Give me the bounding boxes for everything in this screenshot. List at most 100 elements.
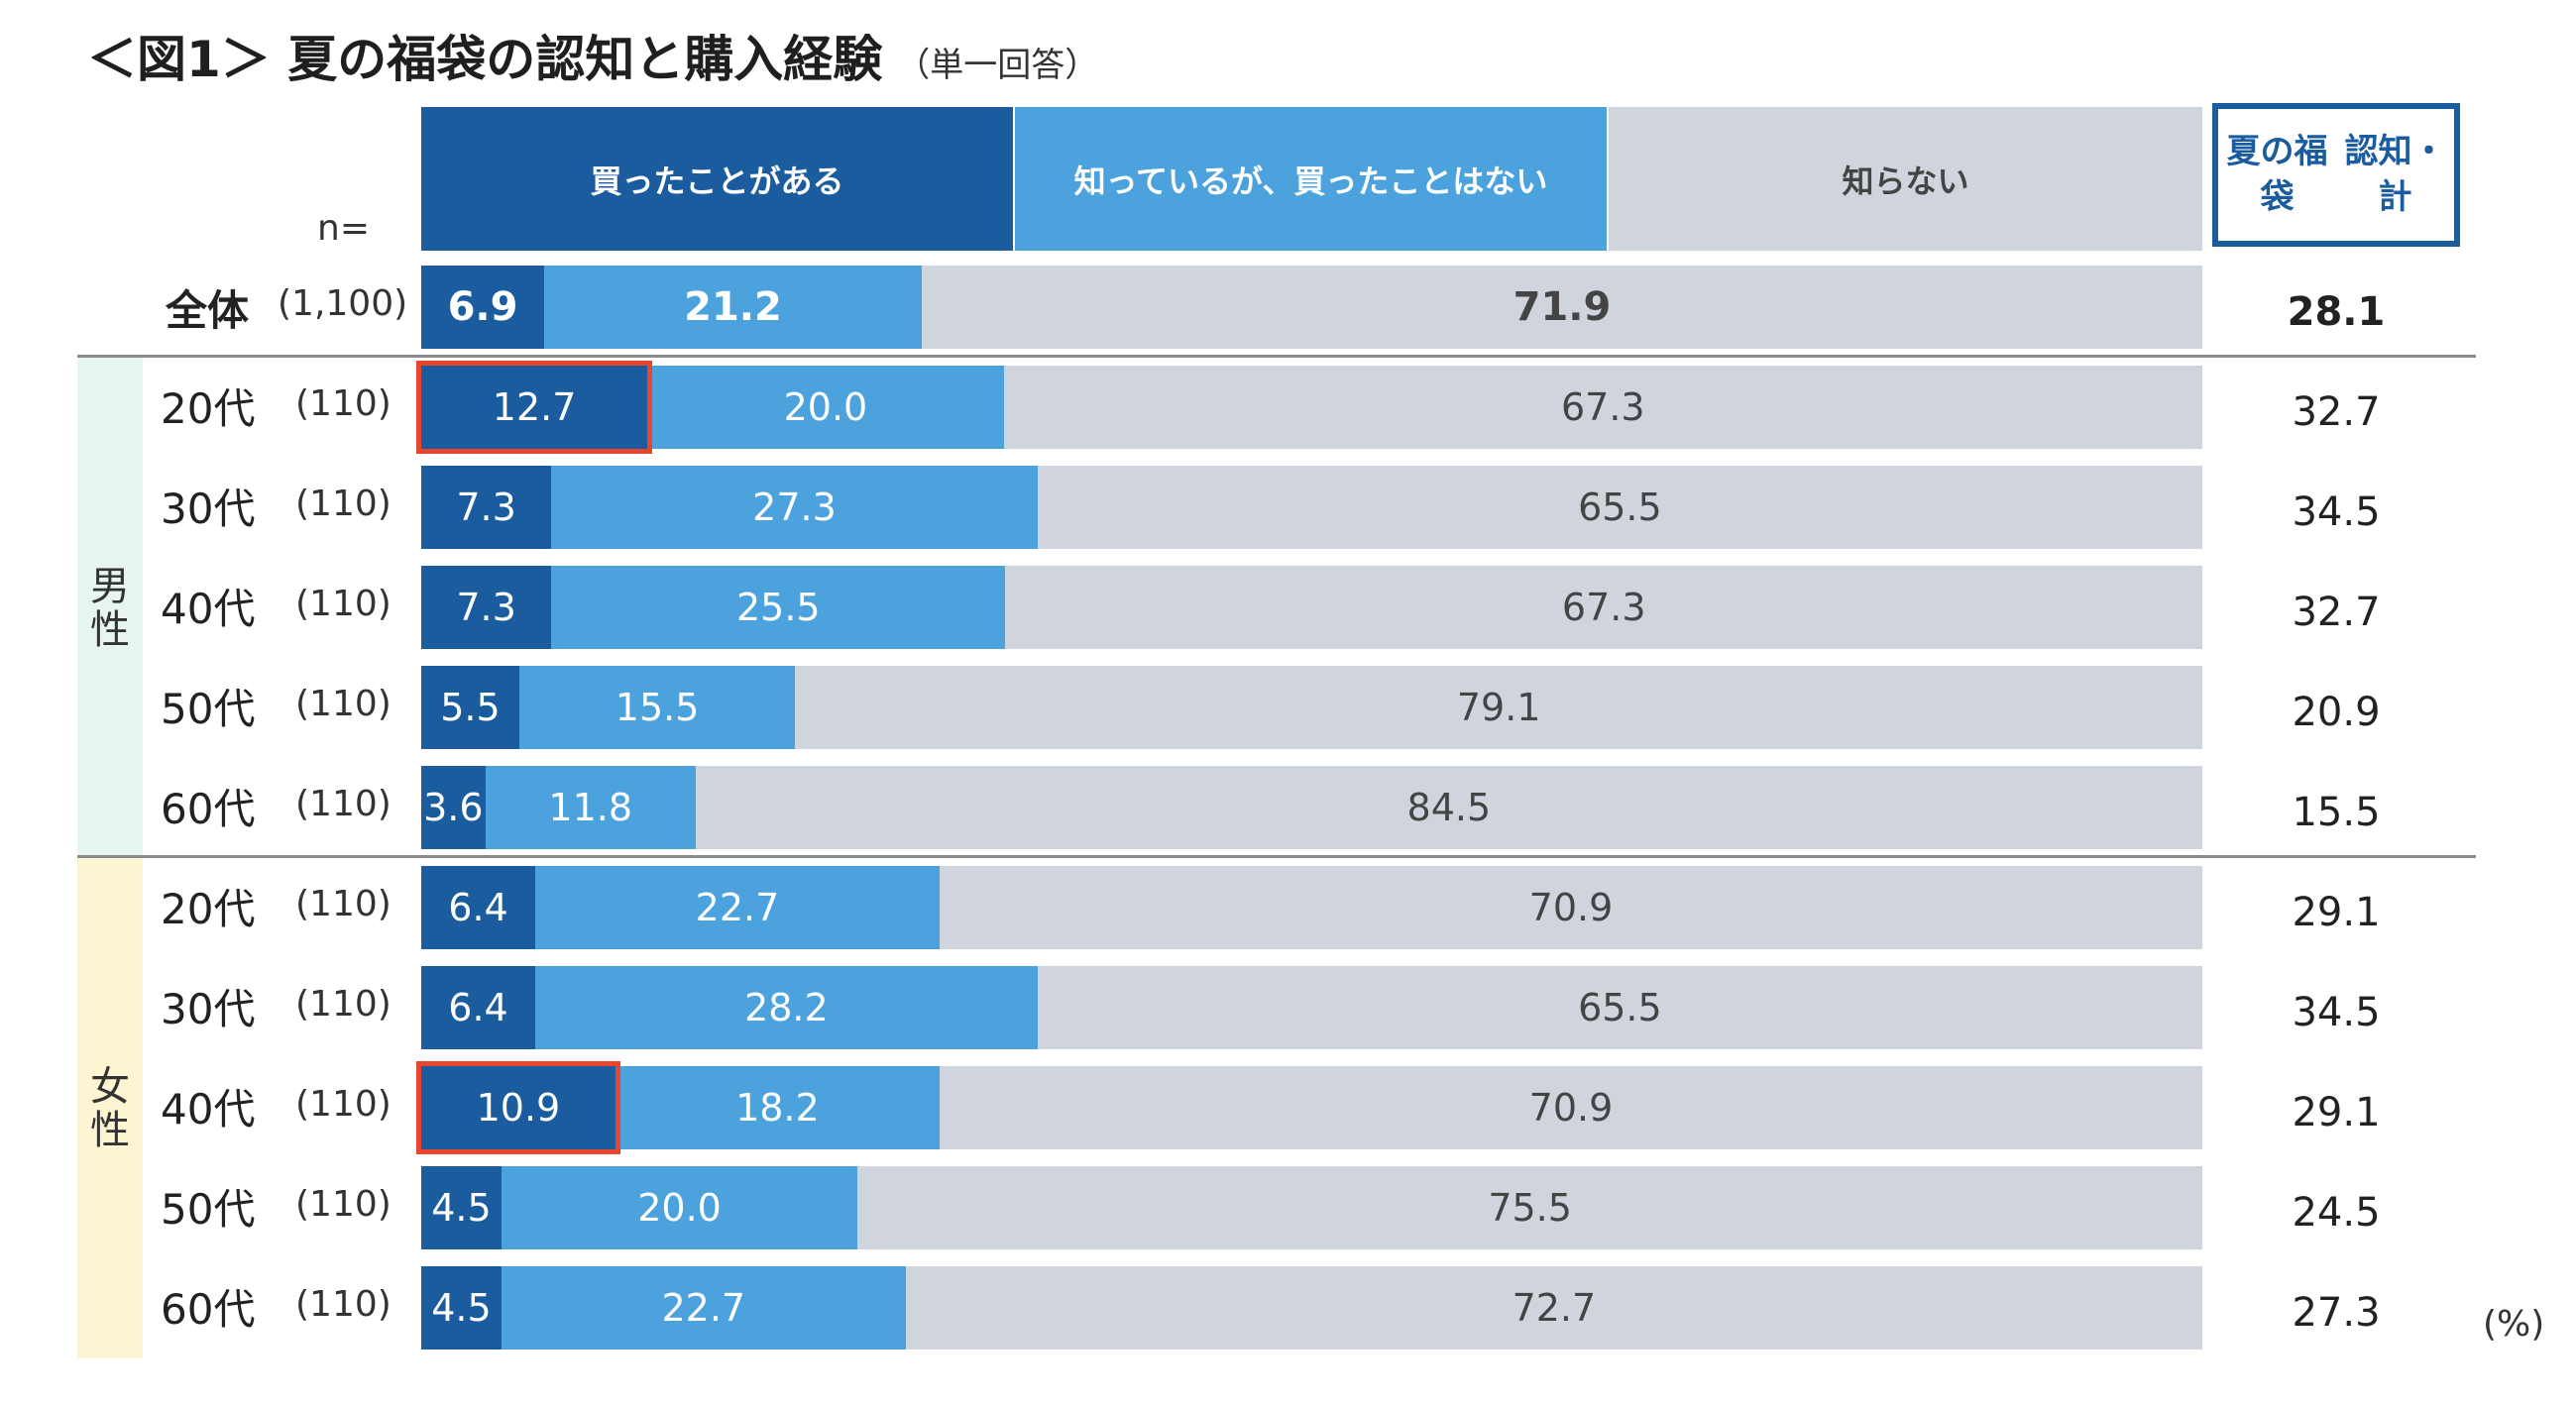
row-n: (110) [295, 584, 392, 624]
total-value: 28.1 [2287, 289, 2386, 335]
bar-value-label: 12.7 [492, 385, 577, 429]
bar-segment-3 [1037, 466, 2202, 549]
bar-segment-2 [518, 666, 796, 749]
total-header-line: 認知・計 [2344, 131, 2446, 217]
row-n: (110) [295, 1284, 392, 1325]
bar-segment-3 [921, 266, 2202, 349]
group-separator [77, 355, 2476, 358]
total-value: 29.1 [2292, 890, 2381, 935]
bar-value-label: 10.9 [476, 1086, 561, 1130]
bar-value-label: 72.7 [1512, 1286, 1597, 1330]
row-n: (110) [295, 984, 392, 1025]
total-value: 34.5 [2292, 990, 2381, 1035]
bar-segment-3 [857, 1166, 2202, 1249]
highlight-box [416, 361, 653, 454]
row-label: 30代 [161, 485, 256, 533]
total-header-line: 夏の福袋 [2226, 131, 2328, 217]
bar-value-label: 5.5 [440, 686, 501, 729]
bar-segment-1 [421, 866, 535, 949]
bar-segment-1 [421, 566, 552, 649]
bar-segment-3 [1005, 566, 2202, 649]
bar-value-label: 15.5 [615, 686, 700, 729]
row-label: 20代 [161, 885, 256, 933]
row-n: (1,100) [278, 283, 408, 324]
bar-segment-1 [421, 466, 552, 549]
row-n: (110) [295, 383, 392, 424]
bar-value-label: 3.6 [423, 786, 484, 829]
bar-value-label: 11.8 [548, 786, 632, 829]
bar-value-label: 6.4 [448, 986, 508, 1029]
bar-value-label: 84.5 [1406, 786, 1492, 829]
total-value: 29.1 [2292, 1090, 2381, 1135]
bar-value-label: 70.9 [1528, 886, 1614, 929]
bar-segment-3 [905, 1266, 2202, 1350]
bar-value-label: 65.5 [1578, 986, 1662, 1029]
bar-segment-3 [1003, 366, 2202, 449]
bar-segment-3 [939, 866, 2202, 949]
total-value: 24.5 [2292, 1190, 2381, 1236]
legend-header-1: 買ったことがある [421, 107, 1013, 251]
row-label: 40代 [161, 585, 256, 633]
bar-value-label: 25.5 [735, 586, 821, 629]
bar-segment-1 [421, 1066, 616, 1149]
row-label: 20代 [161, 384, 256, 433]
bar-value-label: 6.9 [447, 284, 518, 330]
bar-value-label: 27.3 [752, 486, 837, 529]
total-value: 27.3 [2292, 1290, 2381, 1336]
bar-value-label: 4.5 [431, 1286, 492, 1330]
bar-value-label: 67.3 [1560, 385, 1645, 429]
total-value: 32.7 [2292, 590, 2381, 635]
bar-segment-3 [695, 766, 2202, 849]
bar-segment-1 [421, 666, 519, 749]
chart-title: ＜図1＞ 夏の福袋の認知と購入経験 （単一回答） [87, 20, 1098, 91]
bar-value-label: 65.5 [1578, 486, 1662, 529]
total-value: 34.5 [2292, 489, 2381, 535]
bar-segment-1 [421, 966, 535, 1049]
bar-value-label: 18.2 [735, 1086, 820, 1130]
group-band [77, 358, 143, 858]
bar-segment-2 [535, 966, 1038, 1049]
bar-value-label: 7.3 [456, 486, 516, 529]
row-n: (110) [295, 784, 392, 824]
row-n: (110) [295, 484, 392, 524]
bar-segment-2 [551, 466, 1038, 549]
group-label: 男性 [90, 563, 130, 653]
total-header: 夏の福袋 認知・計 [2212, 103, 2460, 247]
bar-value-label: 75.5 [1488, 1186, 1572, 1230]
total-value: 20.9 [2292, 690, 2381, 735]
row-label: 40代 [161, 1085, 256, 1134]
bar-value-label: 20.0 [783, 385, 868, 429]
total-value: 15.5 [2292, 790, 2381, 835]
row-n: (110) [295, 684, 392, 724]
row-label: 50代 [161, 1185, 256, 1234]
bar-segment-2 [535, 866, 940, 949]
bar-segment-1 [421, 366, 648, 449]
bar-segment-2 [647, 366, 1004, 449]
bar-value-label: 28.2 [744, 986, 829, 1029]
bar-segment-2 [551, 566, 1006, 649]
bar-value-label: 79.1 [1456, 686, 1541, 729]
bar-value-label: 4.5 [431, 1186, 492, 1230]
bar-value-label: 20.0 [637, 1186, 722, 1230]
bar-segment-3 [939, 1066, 2202, 1149]
unit-label: (%) [2483, 1304, 2545, 1345]
row-label: 30代 [161, 985, 256, 1033]
bar-value-label: 67.3 [1561, 586, 1646, 629]
group-separator [77, 855, 2476, 858]
bar-segment-2 [501, 1166, 858, 1249]
legend-header-2: 知っているが、買ったことはない [1015, 107, 1607, 251]
n-label: n= [317, 208, 370, 249]
row-n: (110) [295, 884, 392, 924]
bar-segment-1 [421, 1166, 502, 1249]
bar-segment-3 [795, 666, 2202, 749]
bar-segment-2 [485, 766, 696, 849]
row-label: 全体 [166, 286, 250, 335]
bar-value-label: 71.9 [1512, 284, 1612, 330]
bar-value-label: 7.3 [456, 586, 516, 629]
bar-segment-2 [501, 1266, 906, 1350]
bar-segment-2 [615, 1066, 940, 1149]
row-n: (110) [295, 1084, 392, 1125]
row-label: 60代 [161, 1285, 256, 1334]
title-subtitle: （単一回答） [896, 46, 1099, 85]
